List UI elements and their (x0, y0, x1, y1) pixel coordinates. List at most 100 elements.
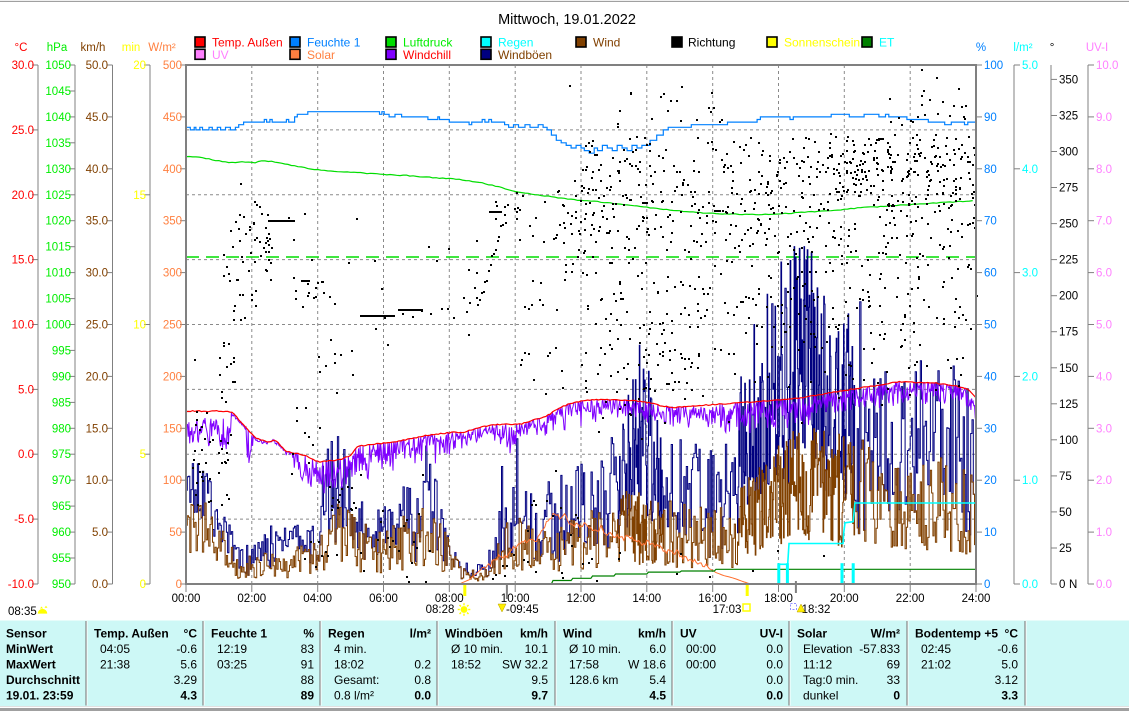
svg-text:0.0: 0.0 (18, 449, 34, 461)
svg-text:990: 990 (52, 371, 71, 383)
svg-text:985: 985 (52, 397, 71, 409)
svg-text:°C: °C (15, 42, 28, 54)
svg-text:17:03: 17:03 (713, 604, 742, 616)
svg-text:10: 10 (984, 527, 997, 539)
svg-text:Feuchte 1: Feuchte 1 (307, 36, 361, 50)
svg-text:-57.833: -57.833 (859, 642, 900, 656)
svg-text:300: 300 (1059, 147, 1078, 159)
svg-text:%: % (303, 627, 314, 641)
svg-text:0.8: 0.8 (414, 673, 431, 687)
svg-text:1005: 1005 (45, 294, 71, 306)
svg-text:Mittwoch, 19.01.2022: Mittwoch, 19.01.2022 (498, 12, 636, 28)
svg-text:18:32: 18:32 (802, 604, 831, 616)
svg-text:l/m²: l/m² (1013, 42, 1032, 54)
svg-text:91: 91 (301, 658, 315, 672)
svg-text:08:00: 08:00 (435, 593, 464, 605)
svg-text:18:02: 18:02 (334, 658, 364, 672)
svg-text:00:00: 00:00 (686, 642, 716, 656)
svg-text:3.0: 3.0 (1022, 268, 1038, 280)
svg-text:24:00: 24:00 (962, 593, 991, 605)
svg-text:0.0: 0.0 (1096, 579, 1112, 591)
svg-text:19.01. 23:59: 19.01. 23:59 (6, 689, 74, 703)
svg-text:W/m²: W/m² (871, 627, 900, 641)
svg-text:22:00: 22:00 (896, 593, 925, 605)
svg-text:08:28: 08:28 (426, 604, 455, 616)
svg-text:10: 10 (133, 320, 146, 332)
svg-text:4.3: 4.3 (180, 689, 197, 703)
svg-text:9.7: 9.7 (531, 689, 548, 703)
svg-text:89: 89 (301, 689, 315, 703)
svg-text:10.0: 10.0 (12, 320, 34, 332)
svg-text:Solar: Solar (797, 627, 827, 641)
svg-text:0.0: 0.0 (92, 579, 108, 591)
svg-text:1045: 1045 (45, 86, 71, 98)
svg-text:3.0: 3.0 (1096, 423, 1112, 435)
svg-text:Temp. Außen: Temp. Außen (94, 627, 169, 641)
svg-text:0: 0 (176, 579, 182, 591)
svg-text:5: 5 (140, 449, 146, 461)
svg-text:50: 50 (1059, 507, 1072, 519)
svg-text:40.0: 40.0 (86, 164, 108, 176)
svg-text:955: 955 (52, 553, 71, 565)
svg-text:20: 20 (984, 475, 997, 487)
svg-text:Solar: Solar (307, 48, 335, 62)
svg-text:6.0: 6.0 (1096, 268, 1112, 280)
svg-text:02:45: 02:45 (921, 642, 951, 656)
svg-text:UV: UV (680, 627, 697, 641)
svg-text:3.3: 3.3 (1001, 689, 1018, 703)
svg-text:1035: 1035 (45, 138, 71, 150)
svg-text:hPa: hPa (47, 42, 68, 54)
svg-text:ET: ET (879, 36, 895, 50)
svg-text:04:00: 04:00 (303, 593, 332, 605)
svg-text:275: 275 (1059, 183, 1078, 195)
svg-text:30.0: 30.0 (86, 268, 108, 280)
svg-text:15.0: 15.0 (86, 423, 108, 435)
svg-text:Regen: Regen (328, 627, 365, 641)
svg-text:0.8 l/m²: 0.8 l/m² (334, 689, 374, 703)
svg-text:18:00: 18:00 (764, 593, 793, 605)
svg-text:30: 30 (984, 423, 997, 435)
svg-text:Windböen: Windböen (445, 627, 503, 641)
svg-text:20.0: 20.0 (86, 371, 108, 383)
svg-text:980: 980 (52, 423, 71, 435)
svg-text:3.12: 3.12 (995, 673, 1019, 687)
svg-text:l/m²: l/m² (410, 627, 431, 641)
svg-text:Ø 10 min.: Ø 10 min. (569, 642, 621, 656)
svg-text:18:52: 18:52 (451, 658, 481, 672)
svg-text:Wind: Wind (593, 36, 620, 50)
svg-text:950: 950 (52, 579, 71, 591)
svg-text:225: 225 (1059, 255, 1078, 267)
svg-text:100: 100 (984, 60, 1003, 72)
svg-text:12:19: 12:19 (217, 642, 247, 656)
svg-text:00:00: 00:00 (172, 593, 201, 605)
svg-text:0: 0 (893, 689, 900, 703)
svg-text:1.0: 1.0 (1096, 527, 1112, 539)
svg-text:Durchschnitt: Durchschnitt (6, 673, 80, 687)
svg-text:4.0: 4.0 (1096, 371, 1112, 383)
svg-text:Windchill: Windchill (403, 48, 451, 62)
svg-text:250: 250 (163, 320, 182, 332)
svg-text:km/h: km/h (520, 627, 548, 641)
svg-text:5.4: 5.4 (649, 673, 666, 687)
svg-text:17:58: 17:58 (569, 658, 599, 672)
svg-text:min: min (122, 42, 141, 54)
svg-text:-09:45: -09:45 (506, 604, 539, 616)
svg-text:1040: 1040 (45, 112, 71, 124)
svg-text:03:25: 03:25 (217, 658, 247, 672)
svg-text:975: 975 (52, 449, 71, 461)
svg-text:40: 40 (984, 371, 997, 383)
svg-text:965: 965 (52, 501, 71, 513)
svg-text:3.29: 3.29 (174, 673, 198, 687)
svg-text:-0.6: -0.6 (176, 642, 197, 656)
svg-text:°: ° (1050, 42, 1055, 54)
svg-text:km/h: km/h (81, 42, 106, 54)
svg-text:0.0: 0.0 (766, 658, 783, 672)
svg-text:250: 250 (1059, 219, 1078, 231)
svg-text:04:05: 04:05 (100, 642, 130, 656)
svg-text:1000: 1000 (45, 320, 71, 332)
svg-text:0: 0 (1059, 579, 1065, 591)
svg-text:100: 100 (163, 475, 182, 487)
svg-text:21:02: 21:02 (921, 658, 951, 672)
svg-text:Richtung: Richtung (688, 36, 735, 50)
svg-text:10.0: 10.0 (86, 475, 108, 487)
